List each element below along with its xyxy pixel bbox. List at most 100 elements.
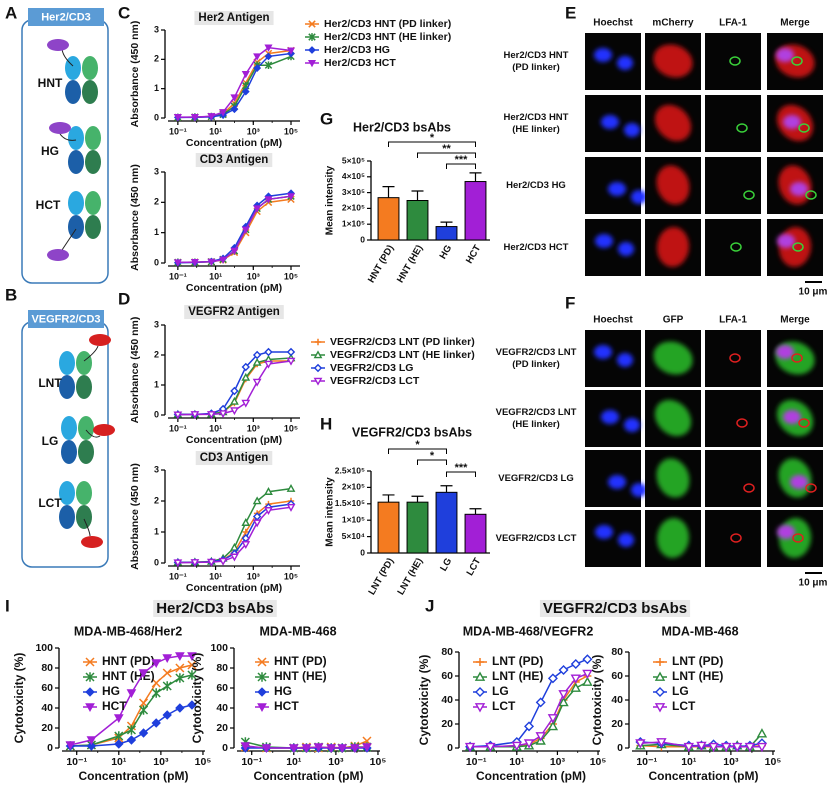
y-tick-label: 5×10⁵ — [342, 155, 365, 165]
chart-title: Her2/CD3 bsAbs — [353, 120, 451, 134]
antibody-domain — [78, 416, 94, 440]
y-tick-label: 60 — [41, 682, 53, 694]
column-header: Hoechst — [593, 18, 633, 29]
micrograph — [585, 95, 641, 152]
legend-marker — [308, 33, 316, 41]
column-header: mCherry — [652, 18, 694, 29]
data-point — [126, 735, 137, 745]
data-point — [547, 673, 558, 684]
data-point — [756, 728, 768, 738]
data-point — [86, 741, 97, 751]
micrograph — [585, 450, 647, 507]
construct-label: LNT — [38, 376, 62, 390]
extra-domain — [47, 39, 69, 51]
lfa1-spot — [792, 242, 804, 252]
micrograph — [585, 390, 641, 447]
cytoplasm — [654, 104, 692, 142]
diagram-header-box — [28, 310, 104, 328]
image-background — [705, 450, 761, 507]
panel-letter: C — [118, 3, 130, 22]
data-point — [511, 741, 522, 752]
group-title: VEGFR2/CD3 bsAbs — [543, 600, 687, 617]
legend-label: HCT — [102, 699, 127, 713]
lfa1-spot — [798, 418, 810, 428]
image-background — [705, 157, 761, 214]
y-axis-label: Cytotoxicity (%) — [590, 655, 604, 746]
legend-marker — [474, 671, 486, 681]
y-tick-label: 3×10⁵ — [342, 187, 365, 197]
y-axis-label: Mean intensity — [325, 477, 336, 547]
data-point — [175, 673, 185, 683]
antibody-domain — [65, 80, 81, 104]
data-point — [241, 362, 250, 372]
y-tick-label: 0 — [154, 409, 159, 419]
legend-marker — [257, 672, 267, 682]
data-point — [175, 663, 185, 673]
antibody-domain — [82, 56, 98, 80]
legend-marker — [314, 338, 322, 346]
data-point — [582, 654, 593, 665]
bar — [435, 226, 458, 241]
nucleus — [594, 345, 612, 359]
y-tick-label: 40 — [441, 694, 453, 706]
chart-title: Her2 Antigen — [198, 12, 269, 24]
data-point — [138, 728, 149, 738]
lfa1-spot — [805, 190, 817, 200]
data-point — [286, 483, 296, 492]
legend-label: HG — [102, 684, 120, 698]
x-axis-label: Concentration (pM) — [186, 434, 282, 446]
data-point — [286, 193, 296, 201]
x-tick-label: 10⁻¹ — [466, 756, 487, 768]
row-label: (PD linker) — [512, 359, 560, 370]
data-point — [219, 109, 228, 117]
image-background — [705, 95, 761, 152]
nucleus — [776, 345, 794, 359]
y-tick-label: 0 — [154, 557, 159, 567]
y-tick-label: 20 — [611, 718, 623, 730]
error-bar — [440, 221, 453, 227]
data-point — [113, 714, 124, 724]
nucleus — [618, 533, 634, 547]
legend-marker — [85, 703, 95, 713]
data-point — [126, 689, 137, 699]
legend-label: VEGFR2/CD3 LNT (HE linker) — [330, 349, 475, 361]
data-point — [253, 53, 262, 61]
data-point — [207, 558, 216, 567]
error-bar — [469, 508, 482, 515]
x-tick-label: HCT — [464, 243, 483, 266]
y-tick-label: 0 — [154, 257, 159, 267]
lfa1-spot — [743, 483, 755, 493]
linker — [59, 133, 77, 141]
legend-label: VEGFR2/CD3 LG — [330, 362, 413, 374]
error-bar — [411, 190, 424, 201]
nucleus — [617, 56, 633, 70]
x-tick-label: LCT — [465, 556, 484, 578]
linker — [83, 518, 91, 537]
legend-label: VEGFR2/CD3 LCT — [330, 375, 420, 387]
micrograph — [767, 450, 823, 507]
data-point — [485, 742, 496, 753]
significance-bracket — [417, 459, 447, 465]
micrograph — [645, 219, 701, 276]
antibody-domain — [85, 150, 101, 174]
micrograph — [767, 95, 823, 152]
x-tick-label: 10³ — [247, 271, 260, 281]
bar — [435, 491, 458, 554]
data-point — [570, 682, 581, 692]
y-tick-label: 3 — [154, 24, 159, 34]
x-tick-label: 10³ — [328, 756, 344, 768]
group-title-bg — [153, 599, 277, 617]
image-background — [705, 390, 761, 447]
data-point — [65, 741, 76, 751]
chart-title: CD3 Antigen — [200, 452, 269, 464]
title-bg — [195, 451, 273, 466]
x-tick-label: 10⁵ — [284, 423, 298, 433]
error-bar — [382, 494, 395, 503]
image-background — [705, 330, 761, 387]
bar — [406, 200, 429, 241]
data-point — [252, 378, 262, 387]
panel-letter: A — [5, 3, 17, 22]
title-bg — [195, 153, 273, 168]
data-point — [732, 742, 743, 753]
legend-label: VEGFR2/CD3 LNT (PD linker) — [330, 336, 475, 348]
